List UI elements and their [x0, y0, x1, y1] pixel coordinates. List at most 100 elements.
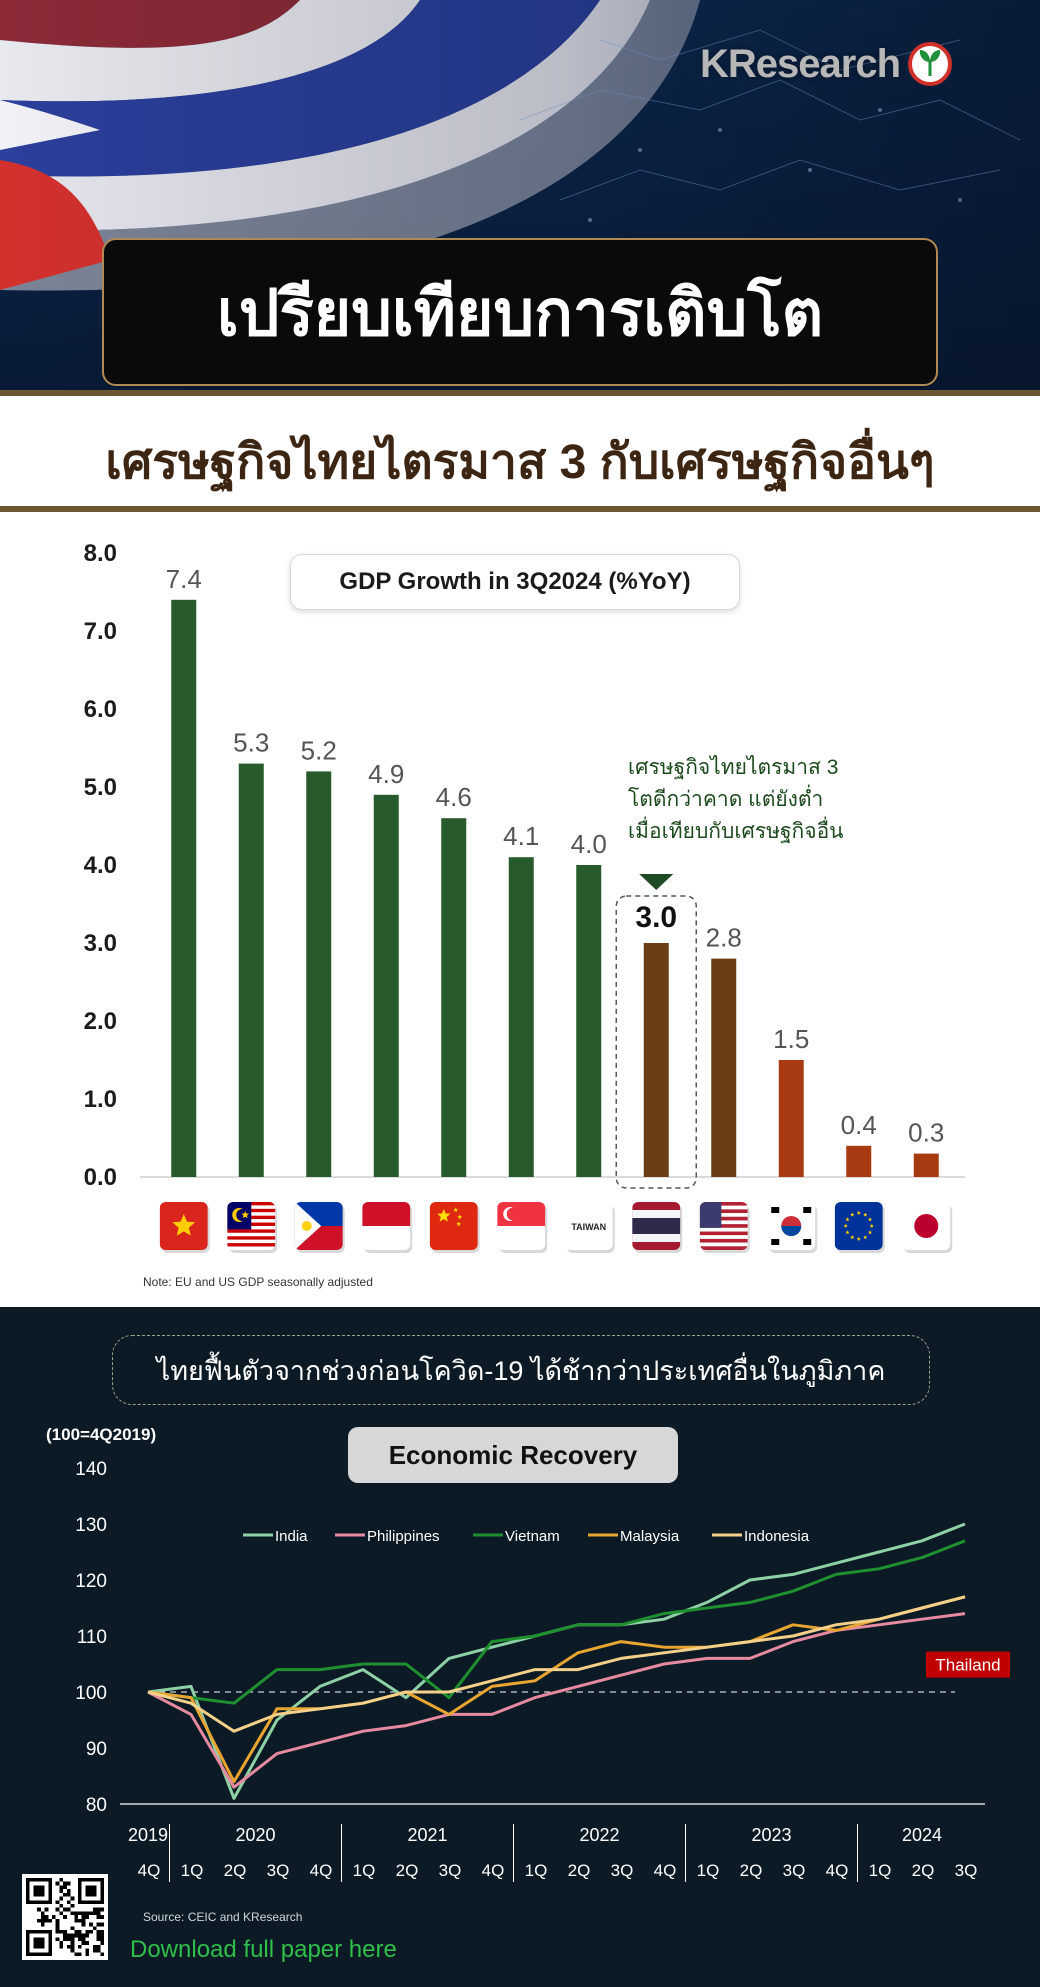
qr-module [85, 1911, 90, 1916]
y-tick-label: 6.0 [84, 696, 117, 723]
quarter-label: 1Q [525, 1861, 548, 1880]
bar-value-label: 7.4 [166, 564, 202, 594]
flag-united-states-icon [699, 1202, 750, 1253]
line-chart-title: Economic Recovery [388, 1439, 638, 1470]
qr-module [85, 1930, 90, 1934]
qr-module [59, 1904, 64, 1908]
bar-value-label: 5.3 [233, 728, 269, 758]
qr-module [92, 1907, 97, 1912]
thailand-label-box [926, 1651, 1010, 1678]
qr-module [81, 1911, 86, 1916]
qr-module [59, 1930, 64, 1934]
bar-thailand [643, 943, 669, 1177]
flag-eu-icon [834, 1202, 885, 1253]
qr-module [59, 1941, 64, 1945]
bar-value-label: 1.5 [773, 1024, 809, 1054]
quarter-label: 2Q [224, 1861, 247, 1880]
y-tick-label: 1.0 [84, 1086, 117, 1113]
qr-module [63, 1907, 67, 1912]
quarter-label: 1Q [353, 1861, 376, 1880]
qr-module [55, 1922, 60, 1927]
line-y-tick-label: 90 [86, 1739, 107, 1760]
qr-module [96, 1922, 101, 1927]
qr-code-icon[interactable] [22, 1874, 108, 1960]
qr-module [59, 1878, 64, 1882]
quarter-label: 2Q [740, 1861, 763, 1880]
qr-module [66, 1892, 71, 1897]
qr-module [100, 1952, 104, 1956]
qr-module [70, 1948, 75, 1953]
series-line-vietnam [147, 1539, 966, 1705]
legend-label-malaysia: Malaysia [620, 1528, 680, 1545]
flag-graphic [834, 1202, 883, 1250]
flag-indonesia-icon [362, 1202, 413, 1253]
qr-module [78, 1930, 82, 1934]
qr-module [89, 1911, 93, 1916]
y-tick-label: 8.0 [84, 540, 117, 567]
kresearch-logo: KResearch [700, 36, 953, 92]
quarter-label: 3Q [955, 1861, 978, 1880]
line-y-tick-label: 130 [75, 1515, 107, 1536]
qr-module [70, 1926, 75, 1930]
page-title: เปรียบเทียบการเติบโต [216, 277, 824, 349]
qr-module [78, 1952, 82, 1956]
qr-module [96, 1915, 101, 1919]
qr-module [66, 1933, 71, 1938]
qr-module [66, 1907, 71, 1912]
qr-module [96, 1937, 101, 1942]
qr-module [40, 1915, 45, 1919]
series-line-thailand [148, 1670, 965, 1754]
callout-line-1: เศรษฐกิจไทยไตรมาส 3 [628, 756, 839, 779]
qr-module [63, 1885, 67, 1890]
callout-line-2: โตดีกว่าคาด แต่ยังต่ำ [628, 788, 824, 811]
quarter-label: 3Q [783, 1861, 806, 1880]
quarter-label: 1Q [869, 1861, 892, 1880]
qr-module [63, 1937, 67, 1942]
qr-module [92, 1926, 97, 1930]
quarter-label: 1Q [697, 1861, 720, 1880]
qr-module [70, 1944, 75, 1949]
qr-module [70, 1933, 75, 1938]
download-link[interactable]: Download full paper here [130, 1936, 397, 1963]
qr-module [55, 1881, 60, 1886]
y-tick-label: 0.0 [84, 1164, 117, 1191]
bar-value-label: 0.3 [908, 1118, 944, 1148]
qr-module [96, 1944, 101, 1949]
line-y-tick-label: 120 [75, 1571, 107, 1592]
qr-module [63, 1892, 67, 1897]
flag-graphic [699, 1202, 748, 1250]
qr-module [85, 1933, 90, 1938]
qr-module [100, 1915, 104, 1919]
qr-finder-core [33, 1937, 45, 1949]
bar-philippines [306, 771, 332, 1177]
qr-module [85, 1948, 90, 1953]
qr-module [52, 1915, 56, 1919]
line-chart-title-box: Economic Recovery [348, 1427, 678, 1483]
legend-label-indonesia: Indonesia [744, 1528, 810, 1545]
qr-module [37, 1907, 41, 1912]
bar-indonesia [373, 794, 399, 1177]
qr-module [100, 1937, 104, 1942]
qr-module [66, 1889, 71, 1893]
bar-value-label: 0.4 [841, 1110, 877, 1140]
source-note: Source: CEIC and KResearch [143, 1910, 303, 1924]
year-label: 2024 [902, 1825, 942, 1845]
flag-graphic [429, 1202, 478, 1250]
callout-arrow-icon [639, 874, 674, 890]
qr-module [66, 1881, 71, 1886]
series-line-philippines [147, 1612, 966, 1789]
qr-module [63, 1930, 67, 1934]
qr-module [59, 1896, 64, 1901]
qr-module [70, 1937, 75, 1942]
qr-module [55, 1937, 60, 1942]
bar-value-label: 3.0 [635, 901, 677, 934]
bar-taiwan [576, 865, 602, 1177]
quarter-label: 3Q [267, 1861, 290, 1880]
callout-line-3: เมื่อเทียบกับเศรษฐกิจอื่น [628, 820, 844, 843]
y-tick-label: 7.0 [84, 618, 117, 645]
qr-module [78, 1944, 82, 1949]
qr-module [74, 1911, 78, 1916]
line-chart-unit: (100=4Q2019) [46, 1425, 157, 1444]
qr-module [59, 1889, 64, 1893]
flag-graphic [632, 1202, 681, 1250]
